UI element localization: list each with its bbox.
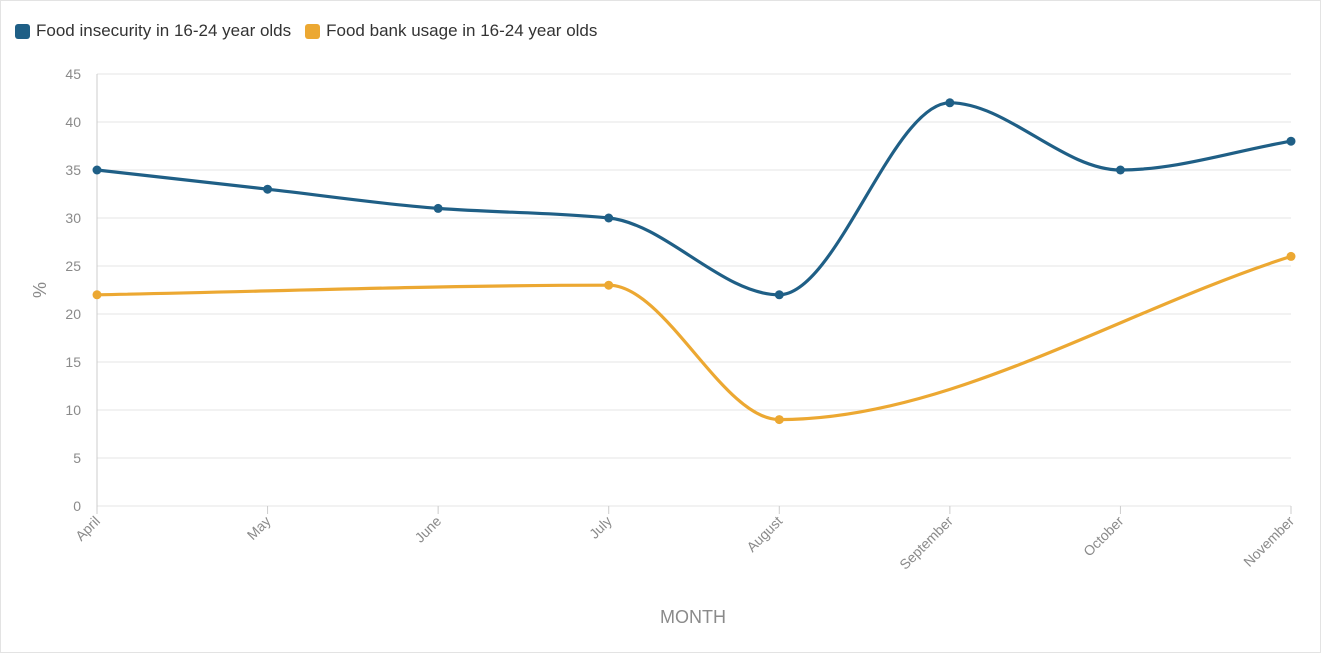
- data-point[interactable]: [604, 280, 614, 290]
- series-layer: [92, 98, 1296, 425]
- legend-swatch-food-bank-usage: [305, 23, 321, 39]
- x-tick-label: August: [743, 513, 785, 555]
- data-point[interactable]: [1286, 136, 1296, 146]
- legend-label-food-bank-usage: Food bank usage in 16-24 year olds: [326, 21, 598, 40]
- legend-swatch-food-insecurity: [15, 23, 30, 39]
- data-point[interactable]: [1115, 165, 1125, 175]
- axes: 0 5 10 15 20 25 30 35 40 45 April May June July August…: [65, 66, 1297, 573]
- data-point[interactable]: [774, 415, 784, 425]
- series-line-1: [95, 254, 1293, 422]
- x-tick-label: May: [244, 513, 274, 543]
- y-tick-label: 35: [65, 162, 81, 178]
- data-point[interactable]: [604, 213, 614, 223]
- x-tick-label: July: [586, 513, 615, 542]
- y-tick-label: 45: [65, 66, 81, 82]
- x-tick-label: November: [1240, 513, 1297, 570]
- data-point[interactable]: [92, 290, 102, 300]
- x-axis-title: MONTH: [660, 607, 726, 627]
- data-point[interactable]: [92, 165, 102, 175]
- series-line-0: [95, 101, 1293, 297]
- legend-item-food-insecurity[interactable]: Food insecurity in 16-24 year olds: [15, 21, 291, 41]
- y-tick-label: 10: [65, 402, 81, 418]
- y-tick-label: 30: [65, 210, 81, 226]
- data-point[interactable]: [1286, 251, 1296, 261]
- y-tick-label: 5: [73, 450, 81, 466]
- data-point[interactable]: [263, 184, 273, 194]
- x-tick-label: October: [1080, 513, 1127, 560]
- gridlines: [97, 73, 1291, 507]
- legend: Food insecurity in 16-24 year olds Food …: [15, 21, 611, 41]
- data-point[interactable]: [945, 98, 955, 108]
- y-tick-label: 40: [65, 114, 81, 130]
- x-tick-label: June: [411, 513, 444, 546]
- legend-item-food-bank-usage[interactable]: Food bank usage in 16-24 year olds: [305, 21, 597, 41]
- y-tick-label: 25: [65, 258, 81, 274]
- y-axis-title: %: [30, 282, 50, 298]
- x-tick-label: April: [72, 513, 103, 544]
- y-tick-label: 0: [73, 498, 81, 514]
- y-tick-label: 20: [65, 306, 81, 322]
- data-point[interactable]: [433, 203, 443, 213]
- y-tick-label: 15: [65, 354, 81, 370]
- x-tick-label: September: [896, 513, 956, 573]
- legend-label-food-insecurity: Food insecurity in 16-24 year olds: [36, 21, 292, 40]
- data-point[interactable]: [774, 290, 784, 300]
